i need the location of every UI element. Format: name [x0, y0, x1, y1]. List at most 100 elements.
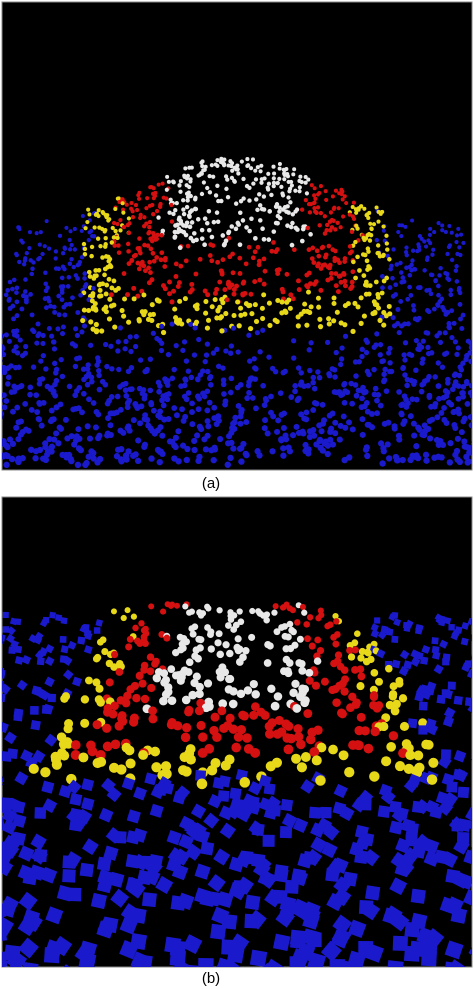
particle: [468, 422, 472, 429]
particle: [351, 200, 356, 205]
particle: [96, 698, 105, 707]
particle: [160, 669, 169, 678]
particle: [313, 400, 320, 407]
particle: [28, 407, 35, 413]
particle: [188, 374, 195, 381]
particle: [149, 803, 164, 818]
particle: [468, 345, 472, 351]
particle: [167, 210, 172, 215]
particle: [136, 318, 142, 324]
particle: [257, 203, 263, 208]
particle: [277, 176, 282, 181]
particle: [462, 889, 472, 908]
particle: [247, 228, 252, 234]
particle: [46, 246, 52, 251]
particle: [204, 388, 211, 395]
particle: [284, 879, 299, 894]
particle: [79, 329, 85, 335]
particle: [10, 408, 16, 415]
particle: [223, 348, 229, 354]
particle: [418, 725, 428, 735]
particle: [437, 339, 444, 345]
particle: [387, 368, 393, 375]
particle: [30, 266, 35, 271]
particle: [452, 451, 459, 458]
particle: [146, 265, 152, 271]
particle: [280, 452, 287, 459]
particle: [449, 257, 455, 263]
particle: [2, 683, 11, 695]
particle: [80, 390, 87, 397]
particle: [333, 389, 340, 396]
particle: [280, 424, 287, 432]
particle: [453, 838, 470, 855]
particle: [207, 873, 226, 893]
particle: [295, 365, 302, 371]
particle: [394, 761, 406, 772]
particle: [122, 346, 128, 352]
particle: [107, 410, 114, 417]
particle: [24, 250, 29, 256]
particle: [403, 224, 408, 229]
particle: [90, 892, 108, 910]
particle: [285, 223, 290, 228]
particle: [248, 633, 256, 641]
particle: [125, 643, 133, 651]
particle: [369, 226, 374, 232]
particle: [338, 709, 348, 719]
particle: [293, 732, 304, 742]
particle: [444, 940, 464, 960]
particle: [301, 609, 308, 616]
particle: [210, 350, 217, 356]
particle: [172, 229, 178, 235]
particle: [290, 296, 296, 302]
particle: [400, 420, 407, 427]
particle: [246, 389, 252, 396]
particle: [115, 348, 121, 354]
particle: [246, 358, 253, 364]
particle: [96, 877, 113, 894]
particle: [391, 807, 408, 824]
particle: [185, 368, 192, 374]
particle: [126, 427, 133, 434]
particle: [89, 378, 95, 385]
particle: [96, 856, 112, 872]
particle: [184, 445, 191, 453]
particle: [347, 250, 353, 256]
particle: [3, 461, 10, 469]
particle: [291, 172, 296, 177]
particle: [82, 276, 87, 281]
particle: [192, 231, 197, 236]
particle: [86, 396, 92, 403]
particle: [185, 658, 194, 667]
particle: [467, 414, 472, 421]
particle: [370, 726, 380, 737]
particle: [357, 654, 365, 662]
particle: [81, 307, 87, 313]
particle: [173, 223, 178, 228]
particle: [207, 793, 223, 809]
particle: [185, 754, 196, 765]
particle: [249, 395, 256, 401]
particle: [159, 608, 167, 615]
particle: [234, 384, 241, 391]
particle: [358, 295, 364, 301]
particle: [177, 280, 182, 286]
particle: [91, 276, 97, 281]
particle: [125, 292, 131, 298]
particle: [259, 180, 264, 185]
particle: [93, 268, 99, 273]
particle: [271, 176, 276, 181]
particle: [219, 822, 237, 839]
particle: [408, 352, 415, 358]
particle: [80, 214, 85, 219]
particle: [116, 243, 121, 248]
particle: [374, 397, 380, 404]
particle: [362, 657, 371, 666]
particle: [465, 807, 472, 823]
particle: [94, 459, 101, 466]
particle: [34, 340, 40, 346]
particle: [381, 228, 386, 233]
particle: [433, 664, 444, 675]
particle: [215, 163, 220, 168]
